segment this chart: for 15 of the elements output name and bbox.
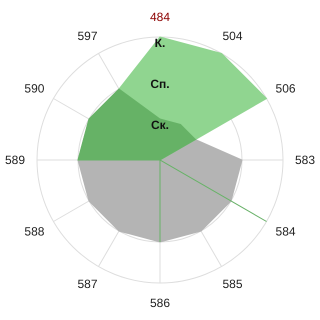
spoke-label: 590	[24, 82, 45, 96]
spoke-label: 506	[276, 82, 296, 96]
spoke-label: 504	[222, 29, 243, 44]
spoke-label: 587	[77, 276, 98, 291]
y-tick-label: К.	[154, 36, 166, 50]
spoke-label: 588	[24, 224, 45, 238]
y-tick-label: Ск.	[150, 118, 170, 132]
spoke-label: 597	[77, 29, 98, 44]
spoke-label: 583	[294, 153, 316, 167]
spoke-label: 585	[222, 276, 243, 291]
spoke-label: 584	[276, 224, 296, 238]
spoke-label: 484	[150, 10, 170, 24]
y-tick-label: Сп.	[150, 77, 170, 91]
spoke-label: 586	[150, 296, 170, 310]
spoke-label: 589	[4, 153, 26, 167]
